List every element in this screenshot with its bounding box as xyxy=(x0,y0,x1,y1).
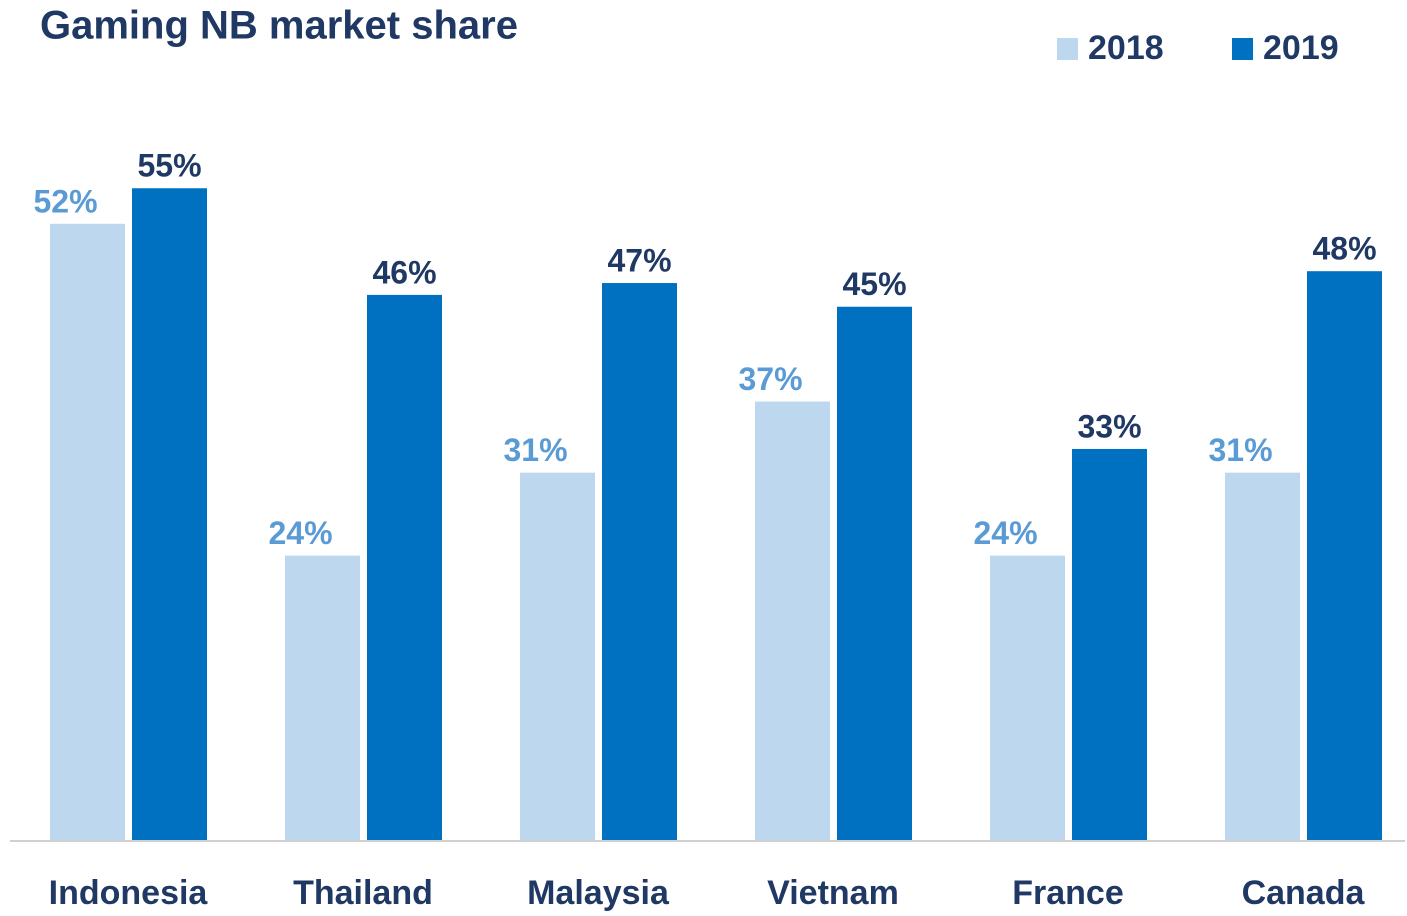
value-label: 52% xyxy=(33,183,97,219)
bar xyxy=(1307,271,1382,840)
value-label: 33% xyxy=(1077,408,1141,444)
value-label: 45% xyxy=(842,266,906,302)
bar xyxy=(1225,472,1300,840)
value-label: 37% xyxy=(738,361,802,397)
bar xyxy=(367,294,442,840)
x-tick-label: Indonesia xyxy=(49,874,209,912)
value-label: 46% xyxy=(372,254,436,290)
chart-title: Gaming NB market share xyxy=(40,4,518,48)
x-tick-label: Malaysia xyxy=(527,874,670,912)
bar xyxy=(990,555,1065,840)
bar xyxy=(50,223,125,841)
value-label: 47% xyxy=(607,243,671,279)
value-label: 24% xyxy=(268,515,332,551)
legend-swatch xyxy=(1232,38,1253,60)
bar xyxy=(285,555,360,840)
bar xyxy=(602,283,677,840)
x-tick-label: Vietnam xyxy=(767,874,899,912)
value-label: 31% xyxy=(503,432,567,468)
bar xyxy=(837,306,912,840)
bar xyxy=(132,188,207,840)
bar xyxy=(520,472,595,840)
bar xyxy=(1072,448,1147,840)
value-label: 31% xyxy=(1208,432,1272,468)
value-label: 48% xyxy=(1312,231,1376,267)
bar xyxy=(755,401,830,840)
value-label: 24% xyxy=(973,515,1037,551)
x-tick-label: Canada xyxy=(1242,874,1366,912)
x-tick-label: Thailand xyxy=(293,874,433,912)
legend-label: 2019 xyxy=(1263,29,1339,67)
x-tick-label: France xyxy=(1012,874,1124,912)
legend-label: 2018 xyxy=(1088,29,1164,67)
value-label: 55% xyxy=(137,148,201,184)
legend-swatch xyxy=(1057,38,1078,60)
